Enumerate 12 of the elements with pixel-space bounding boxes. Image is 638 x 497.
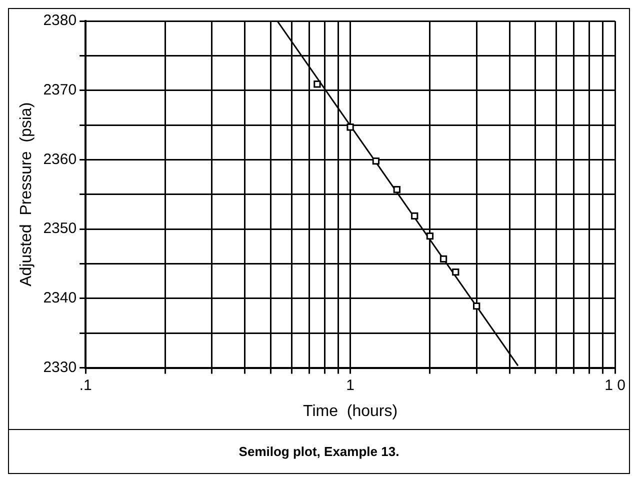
x-tick-label: 1 0: [604, 376, 626, 394]
y-tick-label: 2350: [43, 220, 77, 238]
y-tick-label: 2360: [43, 150, 77, 168]
y-tick-label: 2380: [43, 12, 77, 30]
text: Semilog plot, Example 13.: [9, 429, 629, 473]
y-axis-title: Adjusted Pressure (psia): [18, 102, 36, 286]
y-tick-label: 2330: [43, 358, 77, 376]
x-tick-label: 1: [346, 376, 354, 394]
y-tick-label: 2370: [43, 82, 77, 98]
x-axis-title: Time (hours): [303, 402, 398, 420]
x-tick-label: .1: [79, 376, 92, 394]
y-tick-label: 2340: [43, 290, 77, 307]
